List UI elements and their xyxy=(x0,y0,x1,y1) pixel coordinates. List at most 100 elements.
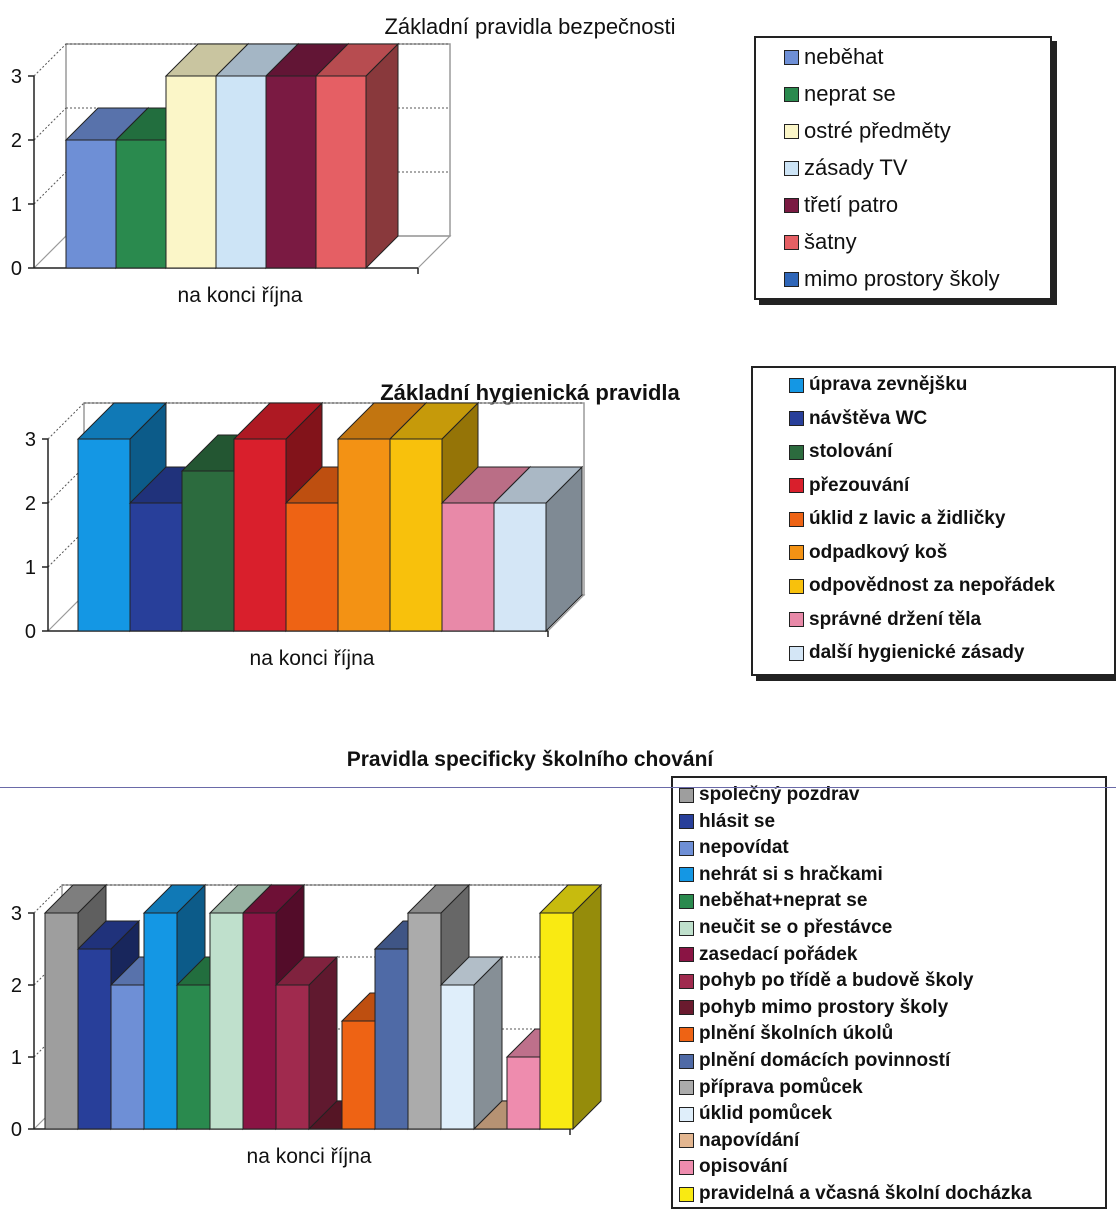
y-tick-label: 2 xyxy=(11,975,22,997)
legend-swatch xyxy=(679,1186,694,1202)
legend-swatch xyxy=(789,578,804,594)
bar-13 xyxy=(439,955,504,1131)
legend-label: neučit se o přestávce xyxy=(699,917,893,938)
legend-item: šatny xyxy=(784,229,857,255)
legend-swatch xyxy=(679,1053,694,1069)
legend-swatch xyxy=(789,645,804,661)
legend-label: šatny xyxy=(804,229,857,254)
legend-label: zasedací pořádek xyxy=(699,943,858,965)
legend-label: ostré předměty xyxy=(804,118,951,143)
legend-item: pohyb mimo prostory školy xyxy=(679,997,948,1019)
legend-swatch xyxy=(679,1106,694,1122)
legend-label: zásady TV xyxy=(804,155,908,180)
legend-label: pravidelná a včasná školní docházka xyxy=(699,1183,1032,1204)
gridline xyxy=(47,402,85,440)
legend-item: stolování xyxy=(789,441,892,463)
legend-label: odpadkový koš xyxy=(809,541,948,563)
legend-item: nehrát si s hračkami xyxy=(679,864,883,886)
legend-item: úprava zevnějšku xyxy=(789,374,967,396)
chart-3-plot: 0 1 2 3 na konci října xyxy=(11,883,603,1168)
legend-label: plnění školních úkolů xyxy=(699,1023,894,1045)
legend-swatch xyxy=(679,840,694,856)
y-tick-label: 3 xyxy=(25,429,36,451)
legend-item: přezouvání xyxy=(789,475,909,497)
legend-item: zásady TV xyxy=(784,155,908,181)
bar-6 xyxy=(314,42,400,270)
legend-item: opisování xyxy=(679,1156,788,1178)
legend-label: třetí patro xyxy=(804,192,899,217)
chart-3-legend: společný pozdrav hlásit se nepovídat nehrát… xyxy=(671,776,1107,1209)
legend-item: úklid pomůcek xyxy=(679,1103,832,1125)
x-category-label: na konci října xyxy=(247,1145,372,1168)
legend-swatch xyxy=(679,1026,694,1042)
legend-label: návštěva WC xyxy=(809,407,928,429)
gridline xyxy=(33,107,67,141)
legend-label: mimo prostory školy xyxy=(804,266,1000,291)
legend-label: úprava zevnějšku xyxy=(809,374,968,395)
horizontal-rule xyxy=(0,787,1116,788)
legend-item: odpadkový koš xyxy=(789,542,947,564)
legend-label: společný pozdrav xyxy=(699,784,860,805)
legend-swatch xyxy=(679,920,694,936)
legend-swatch xyxy=(784,197,799,213)
legend-label: přezouvání xyxy=(809,474,910,496)
gridline xyxy=(47,466,85,504)
legend-swatch xyxy=(789,511,804,527)
legend-swatch xyxy=(789,612,804,627)
legend-item: neběhat xyxy=(784,44,884,70)
bar-16 xyxy=(538,883,603,1131)
legend-label: další hygienické zásady xyxy=(809,642,1025,663)
chart-3-title: Pravidla specificky školního chování xyxy=(346,748,714,771)
legend-label: pohyb po třídě a budově školy xyxy=(699,970,974,992)
legend-swatch xyxy=(679,973,694,989)
legend-swatch xyxy=(679,893,694,909)
legend-label: úklid z lavic a židličky xyxy=(809,508,1006,529)
legend-item: návštěva WC xyxy=(789,408,927,430)
legend-item: pravidelná a včasná školní docházka xyxy=(679,1183,1032,1205)
legend-swatch xyxy=(789,444,804,460)
gridline xyxy=(33,171,67,205)
gridline xyxy=(33,884,63,914)
legend-label: příprava pomůcek xyxy=(699,1076,863,1098)
legend-swatch xyxy=(789,545,804,560)
legend-label: neprat se xyxy=(804,81,896,106)
y-tick-label: 1 xyxy=(11,1047,22,1069)
legend-label: opisování xyxy=(699,1156,788,1178)
legend-item: příprava pomůcek xyxy=(679,1077,863,1099)
legend-label: nepovídat xyxy=(699,837,789,859)
legend-item: neprat se xyxy=(784,81,896,107)
y-tick-label: 0 xyxy=(25,621,36,643)
legend-item: úklid z lavic a židličky xyxy=(789,508,1005,530)
x-category-label: na konci října xyxy=(250,647,375,670)
chart-1-title: Základní pravidla bezpečnosti xyxy=(384,14,676,39)
gridline xyxy=(47,530,85,568)
legend-swatch xyxy=(679,947,694,963)
legend-swatch xyxy=(784,123,799,139)
legend-swatch xyxy=(784,271,799,287)
legend-swatch xyxy=(789,377,804,393)
legend-swatch xyxy=(679,787,694,803)
legend-label: správné držení těla xyxy=(809,608,982,630)
legend-item: správné držení těla xyxy=(789,609,981,631)
legend-swatch xyxy=(784,234,799,250)
legend-item: další hygienické zásady xyxy=(789,642,1024,664)
chart-1-legend: neběhat neprat se ostré předměty zásady TV t… xyxy=(754,36,1052,300)
legend-swatch xyxy=(784,86,799,102)
x-category-label: na konci října xyxy=(178,284,303,307)
y-tick-label: 1 xyxy=(11,194,22,216)
legend-item: napovídání xyxy=(679,1130,799,1152)
y-tick-label: 0 xyxy=(11,1119,22,1141)
legend-swatch xyxy=(784,160,799,176)
legend-item: neběhat+neprat se xyxy=(679,890,867,912)
legend-swatch xyxy=(679,1080,694,1096)
legend-item: společný pozdrav xyxy=(679,784,860,806)
y-tick-label: 3 xyxy=(11,66,22,88)
legend-item: plnění domácích povinností xyxy=(679,1050,950,1072)
legend-label: pohyb mimo prostory školy xyxy=(699,996,949,1018)
y-tick-label: 2 xyxy=(11,130,22,152)
legend-swatch xyxy=(784,49,799,65)
legend-label: nehrát si s hračkami xyxy=(699,863,883,885)
legend-item: hlásit se xyxy=(679,811,775,833)
legend-item: plnění školních úkolů xyxy=(679,1023,893,1045)
legend-swatch xyxy=(679,814,694,830)
